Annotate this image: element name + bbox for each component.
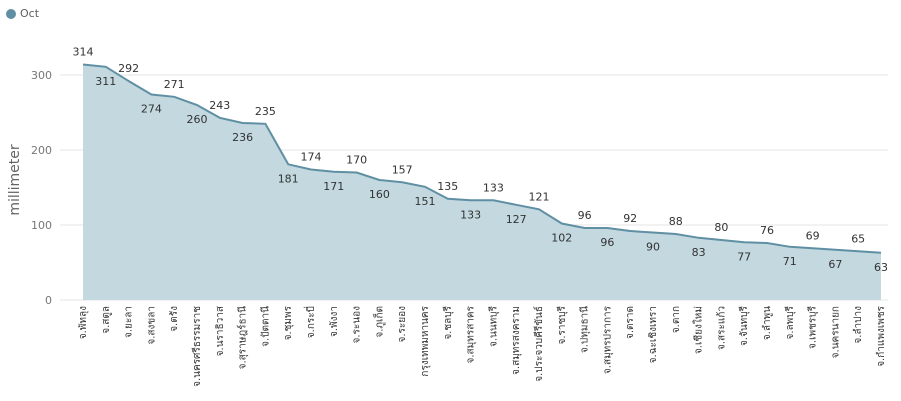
- data-label: 157: [392, 163, 413, 176]
- legend-label: Oct: [20, 7, 40, 20]
- data-label: 170: [346, 154, 367, 167]
- x-tick-label: จ.ระยอง: [397, 306, 408, 343]
- data-label: 92: [623, 212, 637, 225]
- x-tick-label: กรุงเทพมหานคร: [420, 305, 431, 376]
- data-label: 67: [828, 258, 842, 271]
- legend-marker: [6, 8, 16, 19]
- x-tick-label: จ.นนทบุรี: [487, 305, 499, 347]
- data-label: 135: [437, 180, 458, 193]
- x-tick-label: จ.พัทลุง: [78, 306, 89, 339]
- series-line: [82, 63, 882, 254]
- data-label: 235: [255, 105, 276, 118]
- x-tick-label: จ.สงขลา: [146, 306, 157, 345]
- x-tick-label: จ.ราชบุรี: [556, 305, 568, 344]
- data-label: 133: [483, 181, 504, 194]
- x-tick-label: จ.กำแพงเพชร: [876, 305, 887, 366]
- data-label: 96: [578, 209, 592, 222]
- x-tick-label: จ.ยะลา: [124, 306, 135, 338]
- legend[interactable]: Oct: [6, 7, 39, 20]
- data-label: 271: [164, 78, 185, 91]
- x-tick-label: จ.ฉะเชิงเทรา: [648, 306, 659, 363]
- x-tick-label: จ.ชุมพร: [283, 305, 294, 340]
- x-tick-label: จ.ปัตตานี: [259, 306, 271, 347]
- x-tick-label: จ.ตรัง: [169, 306, 180, 332]
- x-tick-label: จ.กระบี่: [303, 306, 317, 338]
- data-label: 174: [301, 151, 322, 164]
- y-tick-label: 300: [31, 69, 52, 82]
- data-label: 102: [551, 232, 572, 245]
- data-label: 71: [783, 255, 797, 268]
- data-label: 90: [646, 241, 660, 254]
- x-tick-label: จ.นครนายก: [830, 306, 841, 358]
- x-tick-label: จ.เชียงใหม่: [693, 306, 705, 354]
- data-label: 160: [369, 188, 390, 201]
- x-tick-label: จ.สมุทรสงคราม: [511, 306, 522, 375]
- y-axis-label: millimeter: [7, 144, 23, 216]
- data-label: 96: [600, 236, 614, 249]
- x-tick-label: จ.ปทุมธานี: [579, 306, 591, 353]
- x-tick-label: จ.ลำปาง: [853, 306, 864, 344]
- y-tick-label: 0: [45, 294, 52, 307]
- y-axis-ticks: 0 100 200 300: [31, 69, 52, 307]
- data-label: 133: [460, 208, 481, 221]
- series-area: [83, 64, 881, 300]
- x-tick-label: จ.ตาก: [671, 306, 682, 333]
- y-tick-label: 200: [31, 144, 52, 157]
- x-tick-label: จ.ภูเก็ต: [371, 306, 385, 338]
- data-label: 65: [851, 232, 865, 245]
- data-label: 88: [669, 215, 683, 228]
- x-tick-label: จ.สระแก้ว: [715, 306, 727, 350]
- data-label: 63: [874, 261, 888, 274]
- data-label: 69: [806, 229, 820, 242]
- data-label: 83: [692, 246, 706, 259]
- data-label: 260: [187, 113, 208, 126]
- data-label: 311: [95, 75, 116, 88]
- x-tick-label: จ.พังงา: [329, 306, 340, 337]
- data-label: 171: [323, 180, 344, 193]
- data-label: 127: [506, 213, 527, 226]
- data-label: 151: [415, 195, 436, 208]
- x-tick-label: จ.จันทบุรี: [738, 305, 750, 346]
- x-tick-label: จ.ชลบุรี: [442, 305, 454, 339]
- x-tick-label: จ.นครศรีธรรมราช: [191, 306, 203, 387]
- data-label: 274: [141, 103, 162, 116]
- x-tick-label: จ.ประจวบคีรีขันธ์: [533, 306, 545, 382]
- data-label: 292: [118, 62, 139, 75]
- data-label: 121: [529, 190, 550, 203]
- x-tick-label: จ.ลำพูน: [762, 306, 773, 340]
- x-tick-label: จ.สมุทรสาคร: [466, 305, 477, 363]
- x-tick-label: จ.ตราด: [625, 306, 636, 339]
- x-tick-label: จ.สตูล: [101, 306, 112, 334]
- x-axis-ticks: จ.พัทลุง จ.สตูล จ.ยะลา จ.สงขลา จ.ตรัง จ.นครศร…: [78, 305, 887, 387]
- x-tick-label: จ.เพชรบุรี: [807, 305, 819, 349]
- x-tick-label: จ.สุราษฎร์ธานี: [237, 306, 249, 370]
- x-tick-label: จ.ลพบุรี: [784, 305, 796, 339]
- data-label: 77: [737, 250, 751, 263]
- data-label: 80: [714, 221, 728, 234]
- x-tick-label: จ.นราธิวาส: [215, 306, 226, 356]
- data-label: 236: [232, 131, 253, 144]
- data-label: 76: [760, 224, 774, 237]
- data-label: 243: [209, 99, 230, 112]
- x-tick-label: จ.ระนอง: [352, 306, 363, 344]
- data-label: 181: [278, 172, 299, 185]
- x-tick-label: จ.สมุทรปราการ: [602, 305, 613, 374]
- data-label: 314: [73, 46, 94, 59]
- y-tick-label: 100: [31, 219, 52, 232]
